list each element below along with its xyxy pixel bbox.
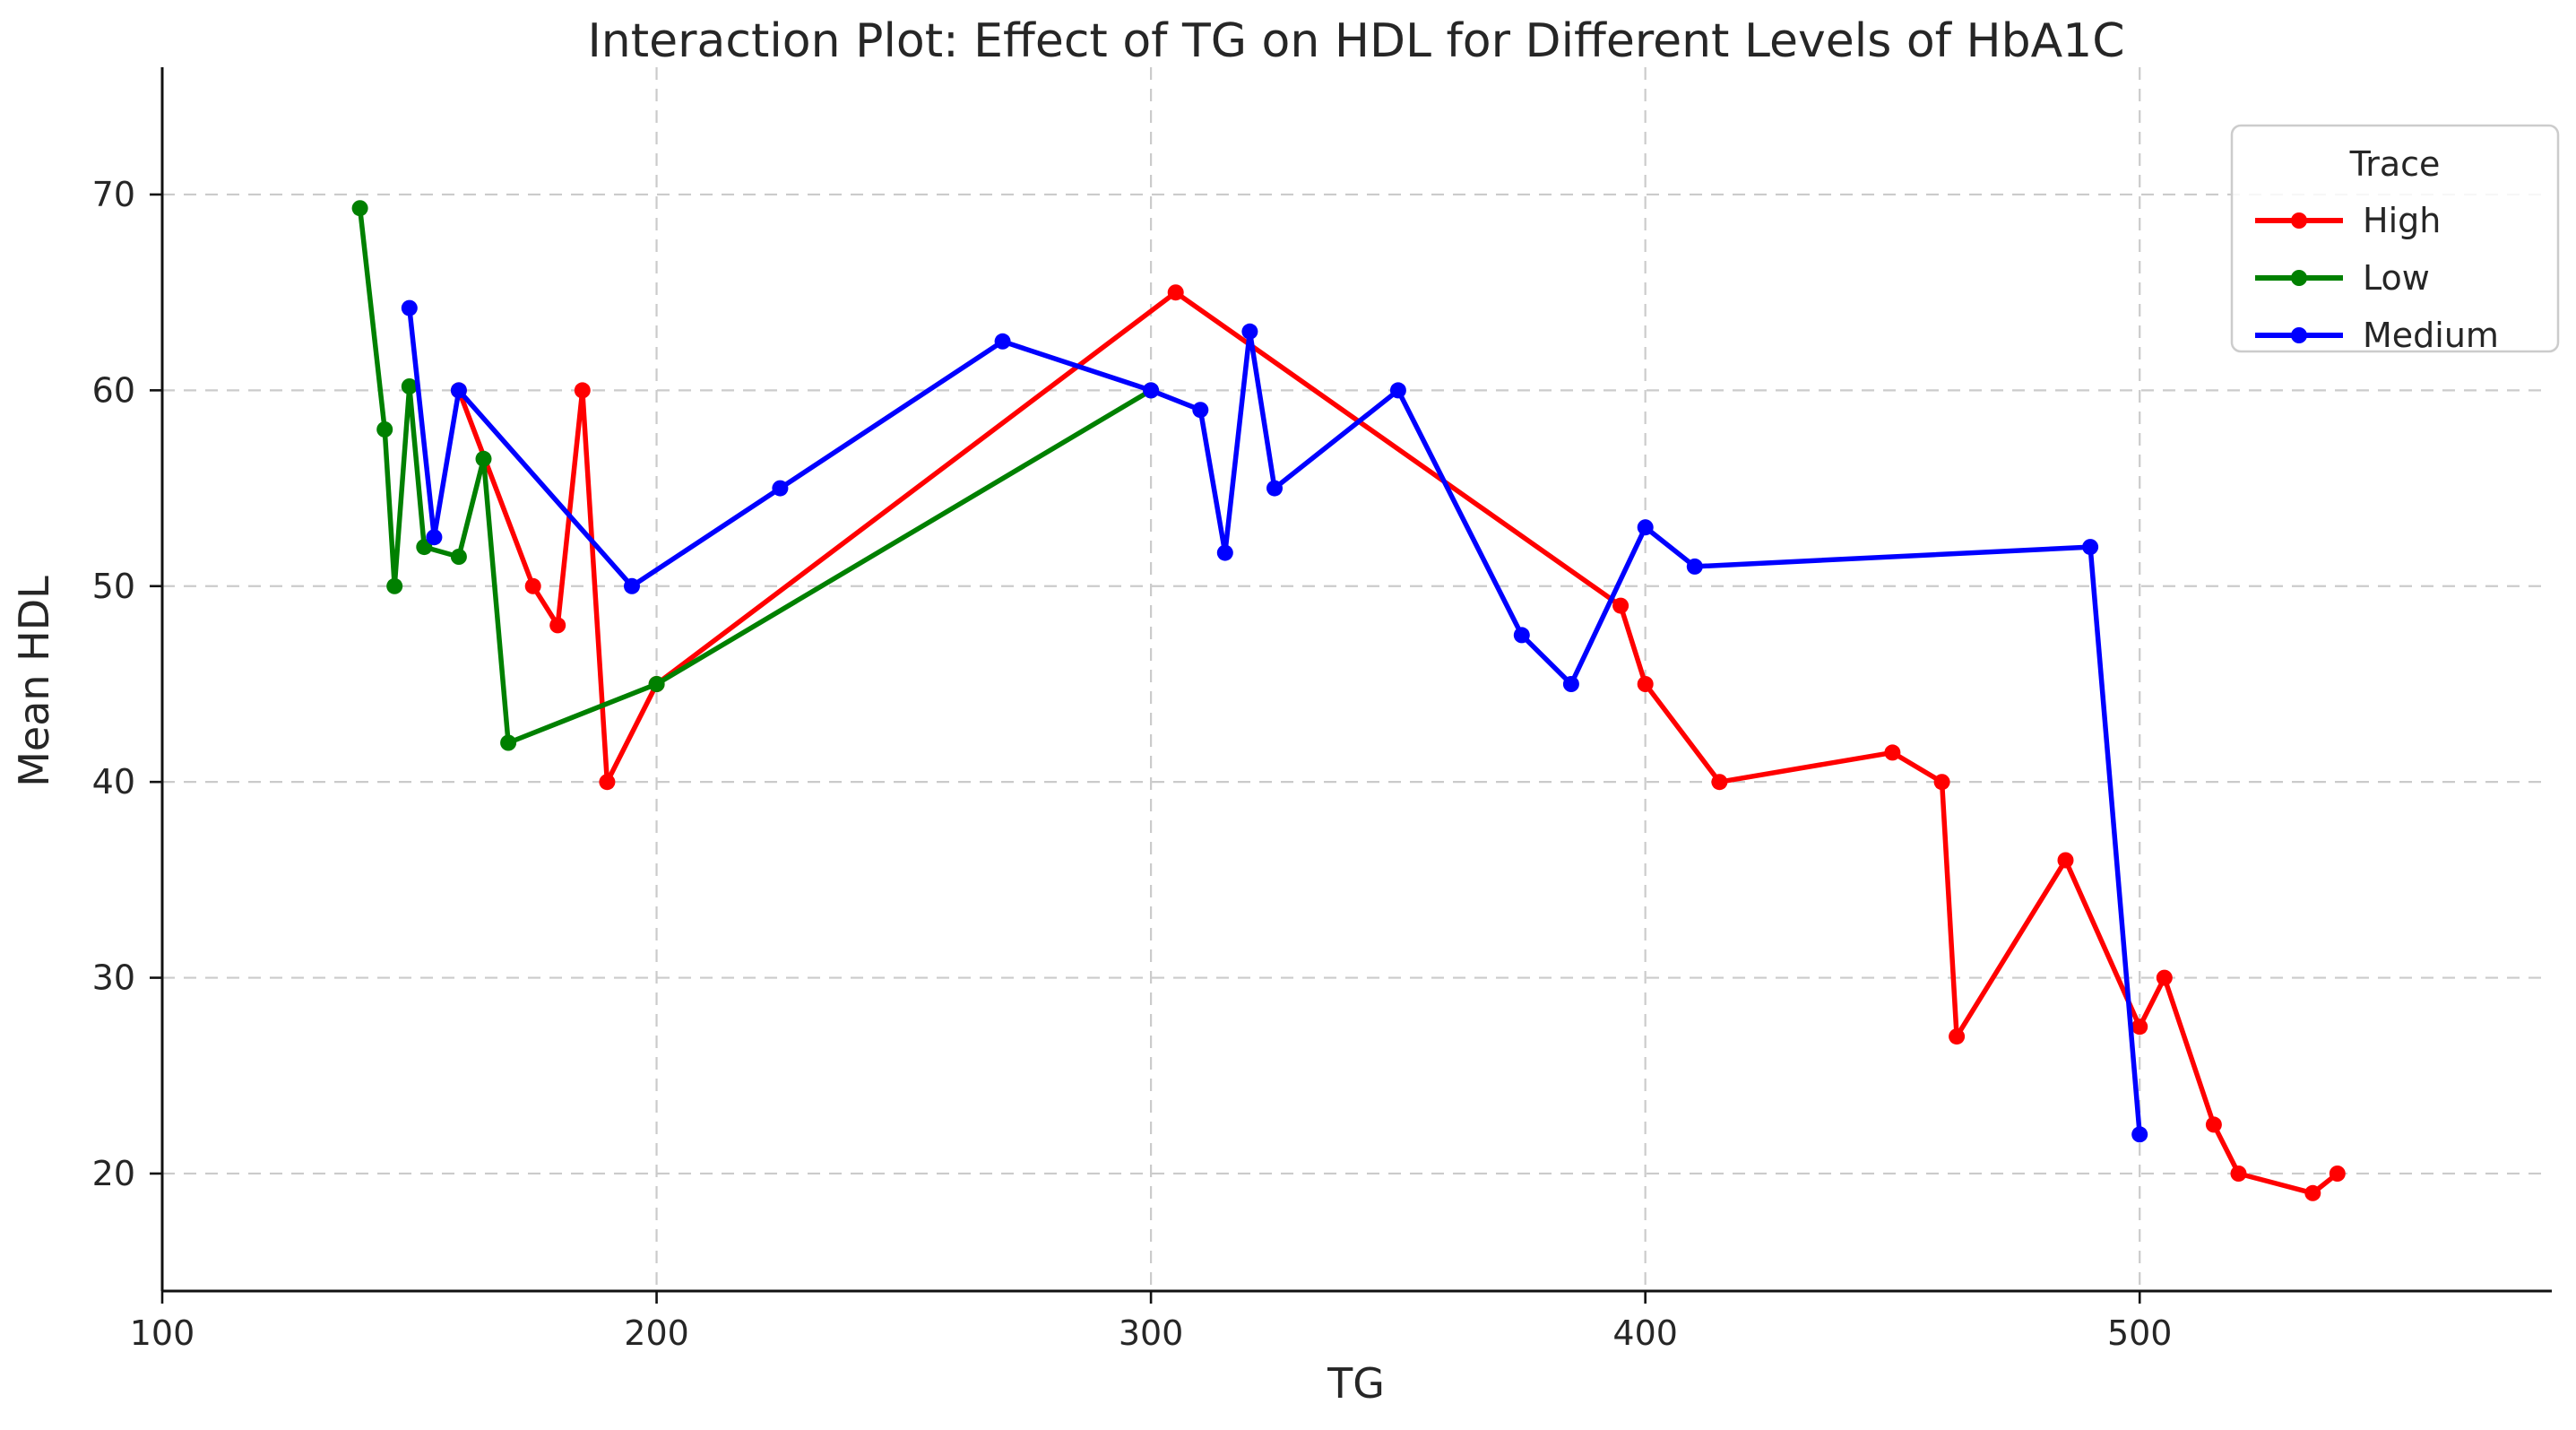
data-point	[599, 774, 616, 791]
legend-item-high: High	[2255, 201, 2441, 240]
legend-swatch-marker	[2291, 327, 2307, 343]
data-point	[1711, 774, 1728, 791]
data-point	[1637, 519, 1654, 536]
y-tick-label: 20	[92, 1154, 135, 1193]
y-tick-label: 40	[92, 762, 135, 802]
y-tick-label: 50	[92, 567, 135, 606]
y-tick-label: 60	[92, 370, 135, 410]
data-point	[1949, 1028, 1966, 1045]
legend-item-medium: Medium	[2255, 316, 2499, 355]
data-point	[1933, 774, 1950, 791]
data-point	[1884, 744, 1901, 761]
data-point	[2057, 852, 2074, 869]
data-point	[1167, 284, 1184, 301]
data-point	[1612, 597, 1629, 614]
data-point	[648, 676, 665, 692]
data-point	[416, 539, 433, 556]
y-tick-label: 30	[92, 958, 135, 998]
data-point	[549, 617, 566, 634]
data-point	[2131, 1018, 2148, 1036]
data-point	[450, 382, 467, 399]
data-point	[351, 200, 368, 217]
data-point	[772, 480, 789, 497]
data-point	[376, 421, 393, 438]
data-point	[994, 333, 1011, 350]
series-line-high	[456, 290, 2340, 1196]
data-point	[2131, 1126, 2148, 1143]
grid	[162, 67, 2550, 1291]
data-point	[574, 382, 591, 399]
data-point	[2156, 969, 2173, 986]
legend-label: Low	[2363, 258, 2430, 298]
data-point	[1637, 676, 1654, 692]
legend-title: Trace	[2349, 144, 2441, 184]
data-point	[426, 529, 443, 546]
legend: Trace High Low Medium	[2230, 124, 2560, 355]
data-point	[2230, 1166, 2247, 1182]
data-point	[2329, 1166, 2346, 1182]
data-point	[1143, 382, 1160, 399]
data-point	[475, 450, 492, 467]
x-tick-label: 200	[624, 1313, 689, 1353]
x-tick-label: 300	[1119, 1313, 1184, 1353]
data-point	[1241, 323, 1258, 340]
data-point	[1686, 558, 1703, 575]
series-medium	[401, 299, 2148, 1143]
data-point	[2205, 1116, 2222, 1133]
data-point	[386, 577, 403, 594]
series-line-low	[357, 205, 1154, 746]
data-point	[524, 577, 541, 594]
y-tick-label: 70	[92, 175, 135, 214]
series-high	[450, 284, 2346, 1201]
legend-swatch-marker	[2291, 270, 2307, 286]
data-point	[2304, 1184, 2321, 1201]
data-point	[1266, 480, 1283, 497]
data-point	[1192, 402, 1209, 419]
legend-item-low: Low	[2255, 258, 2430, 298]
data-point	[624, 577, 640, 594]
data-point	[1216, 544, 1233, 561]
data-point	[401, 299, 418, 316]
data-point	[1513, 627, 1530, 644]
x-axis-label: TG	[1327, 1359, 1385, 1408]
x-tick-label: 500	[2107, 1313, 2173, 1353]
series-line-medium	[407, 305, 2142, 1138]
y-axis-label: Mean HDL	[10, 576, 58, 787]
data-point	[2082, 539, 2099, 556]
legend-label: High	[2363, 201, 2441, 240]
data-point	[401, 378, 418, 394]
data-point	[1562, 676, 1579, 692]
data-point	[500, 734, 517, 751]
data-point	[450, 549, 467, 565]
axis-ticks: 100 200 300 400 500 20 30 40 50 60 70	[92, 175, 2173, 1353]
legend-box	[2230, 124, 2560, 353]
x-tick-label: 100	[130, 1313, 195, 1353]
axes-spines	[160, 67, 2552, 1293]
data-point	[1389, 382, 1406, 399]
chart-title: Interaction Plot: Effect of TG on HDL fo…	[587, 14, 2125, 68]
legend-swatch-marker	[2291, 212, 2307, 229]
x-tick-label: 400	[1612, 1313, 1678, 1353]
legend-label: Medium	[2363, 316, 2499, 355]
series-low	[351, 200, 1160, 751]
